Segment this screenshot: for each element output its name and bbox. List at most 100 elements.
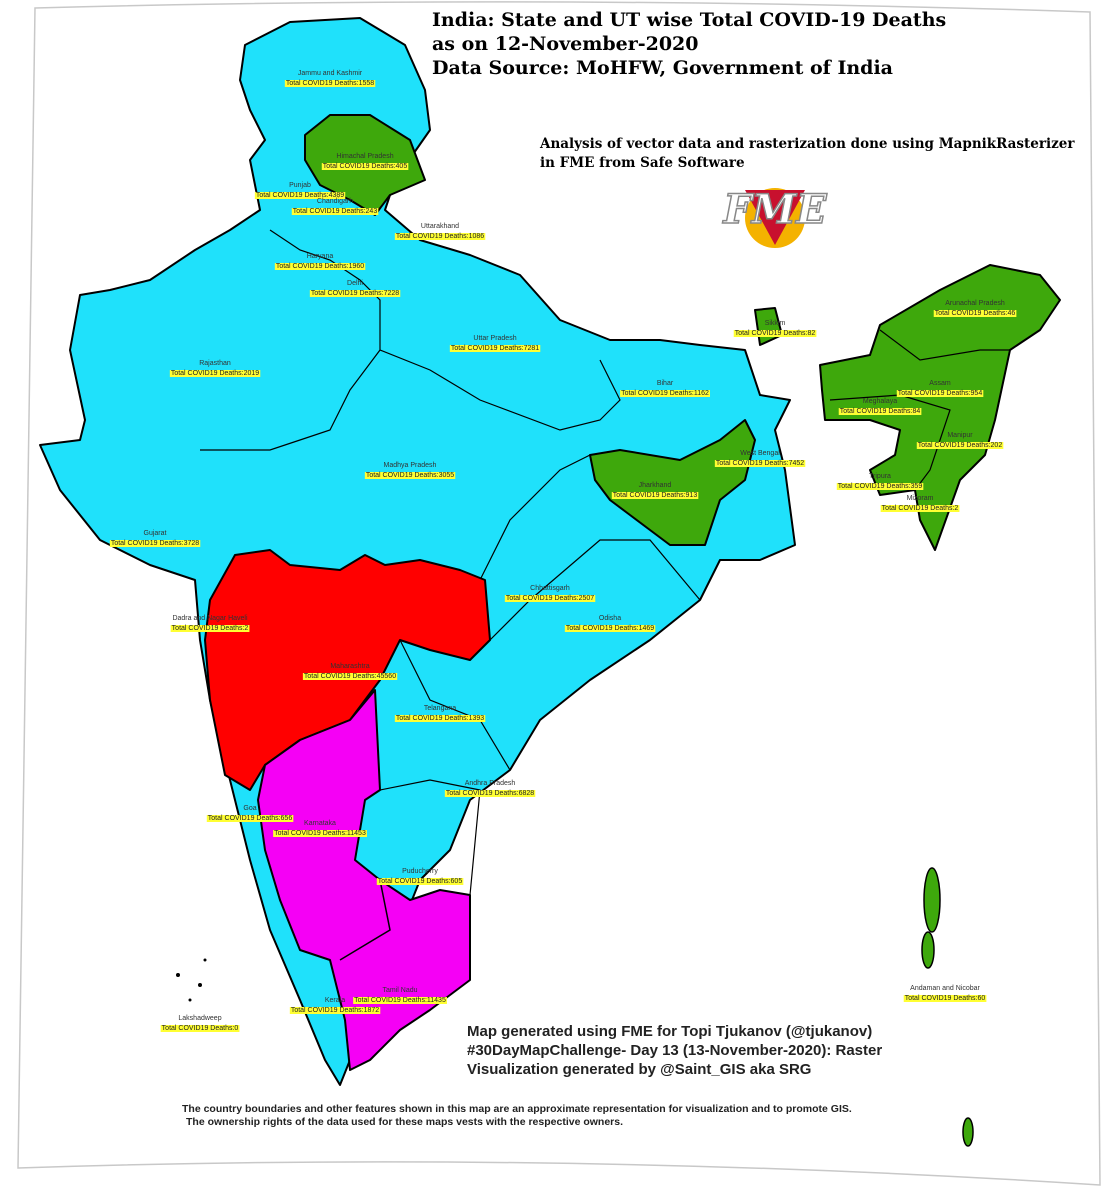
region-deaths: Total COVID19 Deaths:60 bbox=[905, 995, 986, 1002]
region-label: West Bengal Total COVID19 Deaths:7452 bbox=[714, 450, 806, 467]
region-label: Lakshadweep Total COVID19 Deaths:0 bbox=[160, 1015, 240, 1032]
region-label: Punjab Total COVID19 Deaths:4389 bbox=[254, 182, 346, 199]
region-name: West Bengal bbox=[740, 450, 780, 457]
region-name: Tripura bbox=[869, 473, 891, 480]
analysis-note: Analysis of vector data and rasterizatio… bbox=[539, 136, 1075, 152]
label-background bbox=[449, 345, 541, 352]
region-name: Madhya Pradesh bbox=[384, 462, 437, 469]
credit-line: Visualization generated by @Saint_GIS ak… bbox=[467, 1061, 811, 1078]
label-background bbox=[838, 408, 922, 415]
state-borders bbox=[479, 454, 591, 581]
region-deaths: Total COVID19 Deaths:359 bbox=[838, 483, 923, 490]
label-background bbox=[170, 625, 250, 632]
region-name: Assam bbox=[929, 380, 951, 387]
state-borders bbox=[399, 639, 511, 771]
state-borders bbox=[829, 394, 951, 491]
region-label: Meghalaya Total COVID19 Deaths:84 bbox=[838, 398, 922, 415]
region-name: Bihar bbox=[657, 380, 674, 387]
region-name: Puducherry bbox=[402, 868, 438, 875]
region-name: Jharkhand bbox=[639, 482, 672, 489]
region-name: Karnataka bbox=[304, 820, 336, 827]
region-label: Jammu and Kashmir Total COVID19 Deaths:15… bbox=[284, 70, 376, 87]
region-label: Odisha Total COVID19 Deaths:1469 bbox=[564, 615, 656, 632]
region-label: Maharashtra Total COVID19 Deaths:45560 bbox=[302, 663, 398, 680]
label-background bbox=[733, 330, 817, 337]
label-background bbox=[836, 483, 924, 490]
title: India: State and UT wise Total COVID-19 … bbox=[432, 9, 946, 79]
label-background bbox=[274, 263, 366, 270]
region-label: Puducherry Total COVID19 Deaths:605 bbox=[376, 868, 464, 885]
region-name: Lakshadweep bbox=[178, 1015, 221, 1022]
label-background bbox=[273, 830, 367, 837]
label-background bbox=[444, 790, 536, 797]
state-borders bbox=[339, 879, 391, 961]
state-borders bbox=[489, 539, 701, 641]
label-background bbox=[160, 1025, 240, 1032]
label-background bbox=[714, 460, 806, 467]
state-borders bbox=[379, 779, 481, 896]
region-label: Bihar Total COVID19 Deaths:1162 bbox=[620, 380, 711, 397]
label-background bbox=[933, 310, 1017, 317]
region-deaths: Total COVID19 Deaths:1393 bbox=[396, 715, 484, 722]
region-deaths: Total COVID19 Deaths:202 bbox=[918, 442, 1003, 449]
region-name: Dadra and Nagar Haveli bbox=[172, 615, 248, 622]
label-background bbox=[254, 192, 346, 199]
region-name: Uttar Pradesh bbox=[473, 335, 516, 342]
region-label: Madhya Pradesh Total COVID19 Deaths:3055 bbox=[364, 462, 456, 479]
label-background bbox=[289, 1007, 381, 1014]
region-name: Mizoram bbox=[907, 495, 934, 502]
region-name: Andhra Pradesh bbox=[465, 780, 516, 787]
analysis-note: in FME from Safe Software bbox=[540, 155, 745, 171]
label-background bbox=[896, 390, 984, 397]
region-label: Tripura Total COVID19 Deaths:359 bbox=[836, 473, 924, 490]
region-label: Himachal Pradesh Total COVID19 Deaths:405 bbox=[321, 153, 409, 170]
region-name: Haryana bbox=[307, 253, 334, 260]
region-deaths: Total COVID19 Deaths:656 bbox=[208, 815, 293, 822]
region-deaths: Total COVID19 Deaths:1960 bbox=[276, 263, 364, 270]
region-deaths: Total COVID19 Deaths:46 bbox=[935, 310, 1016, 317]
region-deaths: Total COVID19 Deaths:1469 bbox=[566, 625, 654, 632]
label-background bbox=[206, 815, 294, 822]
state-borders bbox=[379, 349, 621, 431]
region-deaths: Total COVID19 Deaths:3055 bbox=[366, 472, 454, 479]
region-label: Telangana Total COVID19 Deaths:1393 bbox=[394, 705, 486, 722]
region-label: Sikkim Total COVID19 Deaths:82 bbox=[733, 320, 817, 337]
label-background bbox=[903, 995, 987, 1002]
fme-logo: FME bbox=[722, 185, 828, 248]
region-label: Jharkhand Total COVID19 Deaths:913 bbox=[611, 482, 699, 499]
region-name: Maharashtra bbox=[330, 663, 369, 670]
region-label: Haryana Total COVID19 Deaths:1960 bbox=[274, 253, 366, 270]
region-deaths: Total COVID19 Deaths:0 bbox=[162, 1025, 239, 1032]
label-background bbox=[169, 370, 261, 377]
region-name: Andaman and Nicobar bbox=[910, 985, 980, 992]
region-deaths: Total COVID19 Deaths:2019 bbox=[171, 370, 259, 377]
region-deaths: Total COVID19 Deaths:45560 bbox=[304, 673, 396, 680]
region-deaths: Total COVID19 Deaths:1086 bbox=[396, 233, 484, 240]
label-background bbox=[376, 878, 464, 885]
region-label: Rajasthan Total COVID19 Deaths:2019 bbox=[169, 360, 261, 377]
credits: Map generated using FME for Topi Tjukano… bbox=[467, 1023, 882, 1078]
label-background bbox=[611, 492, 699, 499]
label-background bbox=[880, 505, 960, 512]
logo-text: FME bbox=[722, 186, 827, 233]
state-borders bbox=[879, 329, 1010, 361]
region-name: Sikkim bbox=[765, 320, 786, 327]
region-deaths: Total COVID19 Deaths:2507 bbox=[506, 595, 594, 602]
region-name: Gujarat bbox=[144, 530, 167, 537]
label-background bbox=[291, 208, 379, 215]
region-deaths: Total COVID19 Deaths:82 bbox=[735, 330, 816, 337]
label-background bbox=[394, 233, 486, 240]
region-deaths: Total COVID19 Deaths:405 bbox=[323, 163, 408, 170]
label-background bbox=[353, 997, 447, 1004]
region-deaths: Total COVID19 Deaths:7452 bbox=[716, 460, 804, 467]
region-labels: Jammu and Kashmir Total COVID19 Deaths:15… bbox=[109, 70, 1017, 1032]
label-background bbox=[620, 390, 711, 397]
region-label: Andaman and Nicobar Total COVID19 Deaths:… bbox=[903, 985, 987, 1002]
label-background bbox=[364, 472, 456, 479]
region-deaths: Total COVID19 Deaths:1558 bbox=[286, 80, 374, 87]
region-deaths: Total COVID19 Deaths:2 bbox=[882, 505, 959, 512]
title-line: Data Source: MoHFW, Government of India bbox=[432, 57, 893, 79]
region-label: Uttarakhand Total COVID19 Deaths:1086 bbox=[394, 223, 486, 240]
region-name: Rajasthan bbox=[199, 360, 231, 367]
